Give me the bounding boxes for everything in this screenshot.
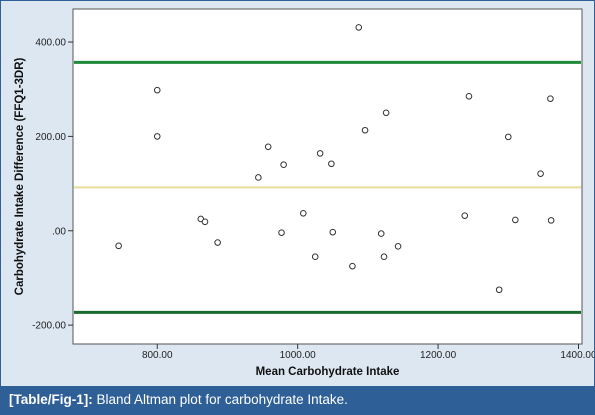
x-tick-label: 1000.00 xyxy=(280,350,317,361)
y-axis: 400.00 200.00 .00 -200.00 xyxy=(32,38,73,332)
y-tick-label: 400.00 xyxy=(35,38,66,49)
y-tick-label: -200.00 xyxy=(32,321,66,332)
data-point xyxy=(316,150,324,157)
data-point xyxy=(153,133,161,140)
data-point xyxy=(355,24,363,31)
data-point xyxy=(377,230,385,237)
data-point xyxy=(278,229,285,236)
data-point xyxy=(547,95,554,102)
data-point xyxy=(495,286,503,294)
data-point xyxy=(512,216,519,224)
data-point xyxy=(115,242,122,250)
caption-tag: [Table/Fig-1]: xyxy=(9,392,93,407)
data-point xyxy=(280,161,287,169)
data-points xyxy=(115,24,555,294)
data-point xyxy=(504,133,512,141)
data-point xyxy=(461,212,469,219)
bland-altman-chart: 800.00 1000.00 1200.00 1400.00 400.00 200.00… xyxy=(14,8,594,378)
data-point xyxy=(255,174,262,181)
data-point xyxy=(349,262,356,270)
data-point xyxy=(264,143,272,151)
plot-area xyxy=(72,8,583,345)
x-axis-title: Mean Carbohydrate Intake xyxy=(256,366,400,378)
figure-caption: [Table/Fig-1]: Bland Altman plot for car… xyxy=(1,386,594,414)
data-point xyxy=(382,109,390,117)
data-point xyxy=(329,228,337,236)
x-tick-label: 1200.00 xyxy=(420,350,457,361)
data-point xyxy=(328,160,335,168)
reference-lines xyxy=(74,60,581,314)
data-point xyxy=(547,217,555,224)
data-point xyxy=(153,86,161,94)
y-axis-title: Carbohydrate Intake Difference (FFQ1-3DR… xyxy=(14,57,26,295)
data-point xyxy=(311,253,319,261)
data-point xyxy=(299,210,307,217)
y-tick-label: .00 xyxy=(52,226,66,237)
data-point xyxy=(394,243,402,250)
data-point xyxy=(201,218,209,226)
caption-text: Bland Altman plot for carbohydrate Intak… xyxy=(92,392,348,407)
x-tick-label: 1400.00 xyxy=(560,350,594,361)
data-point xyxy=(465,92,473,100)
data-point xyxy=(537,170,544,177)
data-point xyxy=(380,253,388,261)
x-axis: 800.00 1000.00 1200.00 1400.00 xyxy=(142,344,594,361)
x-tick-label: 800.00 xyxy=(142,350,173,361)
data-point xyxy=(214,239,221,246)
data-point xyxy=(361,126,369,134)
y-tick-label: 200.00 xyxy=(35,132,66,143)
